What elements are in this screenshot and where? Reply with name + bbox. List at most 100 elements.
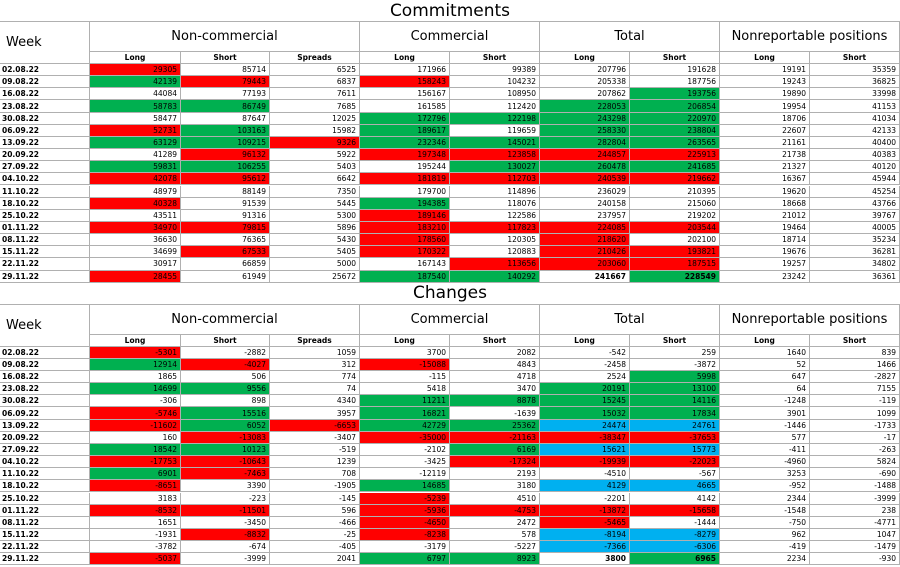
value-cell: 36825 [810,76,900,89]
value-cell: -7463 [181,468,270,481]
value-cell: 58783 [90,100,181,113]
value-cell: -3872 [630,358,720,371]
week-cell: 23.08.22 [0,100,90,113]
value-cell: -5037 [90,553,181,566]
value-cell: -750 [720,516,810,529]
value-cell: -17753 [90,456,181,469]
value-cell: -3425 [360,456,450,469]
week-cell: 22.11.22 [0,258,90,271]
value-cell: 48979 [90,185,181,198]
value-cell: 263565 [630,136,720,150]
value-cell: 1640 [720,346,810,359]
value-cell: 172796 [360,112,450,125]
value-cell: 5000 [270,258,360,271]
value-cell: 238 [810,504,900,517]
value-cell: 241667 [540,270,630,283]
column-header: Spreads [270,52,360,64]
value-cell: 61949 [181,270,270,283]
value-cell: 4718 [450,371,540,384]
value-cell: -1931 [90,528,181,542]
value-cell: -2458 [540,358,630,371]
value-cell: 45254 [810,185,900,198]
value-cell: 18714 [720,234,810,247]
value-cell: 2041 [270,553,360,566]
value-cell: 79815 [181,221,270,235]
value-cell: 179700 [360,185,450,198]
value-cell: 114896 [450,185,540,198]
value-cell: 22607 [720,124,810,137]
week-cell: 18.10.22 [0,480,90,493]
value-cell: -419 [720,541,810,554]
value-cell: 76365 [181,234,270,247]
value-cell: -5936 [360,504,450,517]
value-cell: 15982 [270,124,360,137]
week-cell: 08.11.22 [0,234,90,247]
value-cell: 1865 [90,371,181,384]
value-cell: 3957 [270,407,360,420]
value-cell: 5445 [270,197,360,210]
value-cell: 95612 [181,173,270,186]
value-cell: 3470 [450,383,540,396]
value-cell: 120305 [450,234,540,247]
value-cell: 34970 [90,221,181,235]
value-cell: 30917 [90,258,181,271]
value-cell: 215060 [630,197,720,210]
value-cell: 2472 [450,516,540,529]
value-cell: -5465 [540,516,630,529]
value-cell: 6052 [181,419,270,432]
value-cell: 4340 [270,395,360,408]
value-cell: 6797 [360,553,450,566]
value-cell: -4960 [720,456,810,469]
value-cell: -930 [810,553,900,566]
week-header: Week [0,22,90,64]
value-cell: 104232 [450,76,540,89]
value-cell: 86749 [181,100,270,113]
week-header: Week [0,304,90,347]
value-cell: 170322 [360,246,450,259]
value-cell: 19954 [720,100,810,113]
value-cell: 210395 [630,185,720,198]
week-cell: 30.08.22 [0,395,90,408]
value-cell: 45944 [810,173,900,186]
week-cell: 20.09.22 [0,431,90,444]
value-cell: 19464 [720,221,810,235]
value-cell: 40400 [810,136,900,150]
value-cell: -5301 [90,346,181,359]
value-cell: 708 [270,468,360,481]
value-cell: 29305 [90,64,181,77]
value-cell: 15245 [540,395,630,408]
value-cell: 224085 [540,221,630,235]
value-cell: 237957 [540,209,630,222]
value-cell: 42133 [810,124,900,137]
week-cell: 01.11.22 [0,221,90,235]
value-cell: 4843 [450,358,540,371]
value-cell: 112420 [450,100,540,113]
section-title: Commitments [0,0,900,22]
value-cell: -2882 [181,346,270,359]
value-cell: -2102 [360,443,450,457]
value-cell: -542 [540,346,630,359]
value-cell: 596 [270,504,360,517]
value-cell: 35359 [810,64,900,77]
week-cell: 01.11.22 [0,504,90,517]
value-cell: 238804 [630,124,720,137]
value-cell: 25672 [270,270,360,283]
value-cell: 41153 [810,100,900,113]
value-cell: -35000 [360,431,450,444]
value-cell: 774 [270,371,360,384]
value-cell: -119 [810,395,900,408]
column-header: Long [90,52,181,64]
value-cell: 647 [720,371,810,384]
value-cell: -1905 [270,480,360,493]
value-cell: 962 [720,528,810,542]
column-header: Short [450,52,540,64]
column-header: Spreads [270,334,360,347]
value-cell: 9556 [181,383,270,396]
value-cell: 20191 [540,383,630,396]
value-cell: 5430 [270,234,360,247]
value-cell: -674 [181,541,270,554]
column-header: Short [181,52,270,64]
value-cell: 19191 [720,64,810,77]
value-cell: -411 [720,443,810,457]
